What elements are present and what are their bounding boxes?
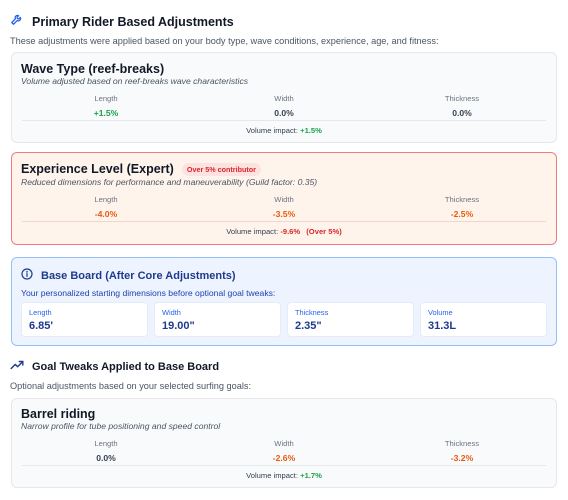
barrel-width-metric: Width -2.6% [214, 439, 354, 463]
metric-value: -2.6% [272, 453, 296, 463]
impact-label: Volume impact: [226, 227, 279, 236]
dim-value: 6.85' [29, 320, 54, 332]
impact-label: Volume impact: [246, 471, 299, 480]
goals-section-header: Goal Tweaks Applied to Base Board [10, 358, 219, 376]
base-board-title: Base Board (After Core Adjustments) [41, 269, 236, 282]
barrel-volume-impact: Volume impact: +1.7% [12, 471, 556, 480]
metric-label: Width [274, 439, 294, 448]
impact-over-note: (Over 5%) [306, 227, 342, 236]
metric-label: Thickness [444, 439, 480, 448]
experience-volume-impact: Volume impact: -9.6% (Over 5%) [12, 227, 556, 236]
metric-value: 0.0% [452, 108, 472, 118]
metric-value: -4.0% [94, 209, 118, 219]
divider [22, 120, 546, 121]
wrench-icon [10, 12, 24, 31]
goals-section-title: Goal Tweaks Applied to Base Board [32, 361, 220, 373]
metric-label: Thickness [444, 94, 480, 103]
dim-label: Length [29, 308, 52, 317]
impact-value: +1.5% [300, 126, 322, 135]
base-width-box: Width 19.00" [154, 302, 281, 337]
info-circle-icon [21, 268, 33, 283]
dim-label: Width [162, 308, 181, 317]
impact-value: -9.6% [280, 227, 301, 236]
metric-value: -3.5% [272, 209, 296, 219]
base-board-card: Base Board (After Core Adjustments) Your… [11, 257, 557, 346]
metric-label: Length [94, 195, 118, 204]
barrel-length-metric: Length 0.0% [36, 439, 176, 463]
wave-type-card: Wave Type (reef-breaks) Volume adjusted … [11, 52, 557, 143]
base-length-box: Length 6.85' [21, 302, 148, 337]
base-thickness-box: Thickness 2.35" [287, 302, 414, 337]
divider [22, 465, 546, 466]
metric-value: 0.0% [96, 453, 116, 463]
metric-label: Width [274, 94, 294, 103]
impact-value: +1.7% [300, 471, 322, 480]
trending-up-icon [10, 358, 24, 376]
base-volume-box: Volume 31.3L [420, 302, 547, 337]
wave-type-subtitle: Volume adjusted based on reef-breaks wav… [21, 76, 249, 86]
metric-label: Length [94, 439, 118, 448]
dim-value: 19.00" [162, 320, 195, 332]
barrel-riding-subtitle: Narrow profile for tube positioning and … [21, 421, 221, 431]
wave-volume-impact: Volume impact: +1.5% [12, 126, 556, 135]
primary-section-header: Primary Rider Based Adjustments [10, 12, 234, 31]
experience-width-metric: Width -3.5% [214, 195, 354, 219]
wave-thickness-metric: Thickness 0.0% [392, 94, 532, 118]
experience-length-metric: Length -4.0% [36, 195, 176, 219]
metric-value: +1.5% [93, 108, 119, 118]
primary-section-title: Primary Rider Based Adjustments [32, 14, 234, 29]
metric-value: -3.2% [450, 453, 474, 463]
wave-type-title: Wave Type (reef-breaks) [21, 62, 165, 76]
impact-label: Volume impact: [246, 126, 299, 135]
base-board-subtitle: Your personalized starting dimensions be… [21, 288, 276, 298]
experience-title-row: Experience Level (Expert) Over 5% contri… [21, 162, 261, 176]
metric-value: 0.0% [274, 108, 294, 118]
metric-label: Thickness [444, 195, 480, 204]
metric-label: Width [274, 195, 294, 204]
barrel-riding-card: Barrel riding Narrow profile for tube po… [11, 398, 557, 488]
experience-level-card: Experience Level (Expert) Over 5% contri… [11, 152, 557, 245]
over-contributor-badge: Over 5% contributor [181, 162, 261, 176]
barrel-thickness-metric: Thickness -3.2% [392, 439, 532, 463]
dim-label: Thickness [295, 308, 329, 317]
experience-subtitle: Reduced dimensions for performance and m… [21, 177, 318, 187]
goals-section-description: Optional adjustments based on your selec… [10, 381, 252, 391]
base-board-title-row: Base Board (After Core Adjustments) [21, 268, 236, 283]
metric-value: -2.5% [450, 209, 474, 219]
wave-length-metric: Length +1.5% [36, 94, 176, 118]
metric-label: Length [94, 94, 118, 103]
divider [22, 221, 546, 222]
dim-value: 2.35" [295, 320, 322, 332]
wave-width-metric: Width 0.0% [214, 94, 354, 118]
experience-thickness-metric: Thickness -2.5% [392, 195, 532, 219]
dim-value: 31.3L [428, 320, 457, 332]
experience-level-title: Experience Level (Expert) [21, 162, 174, 176]
dim-label: Volume [428, 308, 453, 317]
primary-section-description: These adjustments were applied based on … [10, 36, 439, 46]
barrel-riding-title: Barrel riding [21, 407, 96, 421]
